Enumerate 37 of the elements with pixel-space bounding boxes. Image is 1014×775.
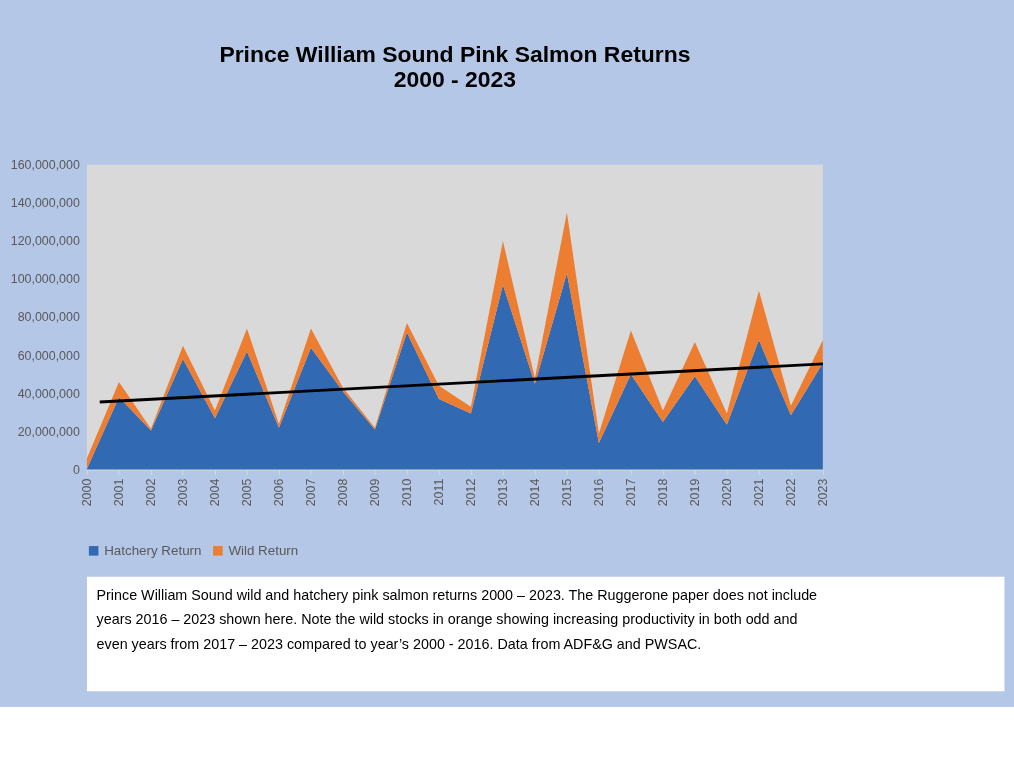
x-tick-label: 2008 bbox=[336, 478, 351, 507]
legend-label: Wild Return bbox=[228, 542, 299, 558]
x-tick-label: 2021 bbox=[752, 478, 767, 507]
x-tick-label: 2013 bbox=[496, 478, 511, 507]
y-tick-label: 120,000,000 bbox=[10, 234, 80, 249]
x-tick-label: 2022 bbox=[784, 478, 799, 507]
x-tick-label: 2007 bbox=[304, 478, 319, 507]
x-tick-label: 2015 bbox=[560, 478, 575, 507]
x-tick-label: 2019 bbox=[688, 478, 703, 507]
x-tick-label: 2023 bbox=[816, 478, 831, 507]
x-tick-label: 2012 bbox=[464, 478, 479, 507]
x-tick-label: 2016 bbox=[592, 478, 607, 507]
x-tick-label: 2011 bbox=[432, 478, 447, 506]
y-tick-label: 60,000,000 bbox=[17, 348, 80, 363]
x-tick-label: 2020 bbox=[720, 478, 735, 507]
x-tick-label: 2010 bbox=[400, 478, 415, 507]
y-tick-label: 160,000,000 bbox=[10, 158, 80, 173]
chart-title: Prince William Sound Pink Salmon Returns 2000 - 2023 bbox=[219, 41, 691, 93]
x-tick-label: 2003 bbox=[176, 478, 191, 507]
x-tick-label: 2006 bbox=[272, 478, 287, 507]
x-tick-label: 2001 bbox=[112, 478, 127, 507]
x-tick-label: 2009 bbox=[368, 478, 383, 507]
y-tick-label: 80,000,000 bbox=[17, 310, 80, 325]
y-tick-label: 0 bbox=[72, 462, 80, 477]
x-tick-label: 2005 bbox=[240, 478, 255, 507]
y-tick-label: 20,000,000 bbox=[17, 424, 80, 439]
x-tick-label: 2004 bbox=[208, 478, 223, 507]
y-tick-label: 100,000,000 bbox=[10, 272, 80, 287]
x-tick-label: 2000 bbox=[80, 478, 95, 507]
legend-label: Hatchery Return bbox=[104, 542, 202, 558]
x-tick-label: 2002 bbox=[144, 478, 159, 507]
x-tick-label: 2018 bbox=[656, 478, 671, 507]
x-tick-label: 2017 bbox=[624, 478, 639, 507]
text: Prince William Sound wild and hatchery pink salmon returns 2000 – 2023. The Ruggerone paper does not include years 2016 – 2023 shown here. Note the wild stocks in orange showing increasing productivity in both odd and even years from 2017 – 2023 compared to year’s 2000 - 2016. Data from ADF&G and PWSAC. bbox=[96, 586, 818, 653]
x-tick-label: 2014 bbox=[528, 478, 543, 507]
y-tick-label: 40,000,000 bbox=[17, 386, 80, 401]
y-tick-label: 140,000,000 bbox=[10, 196, 80, 211]
